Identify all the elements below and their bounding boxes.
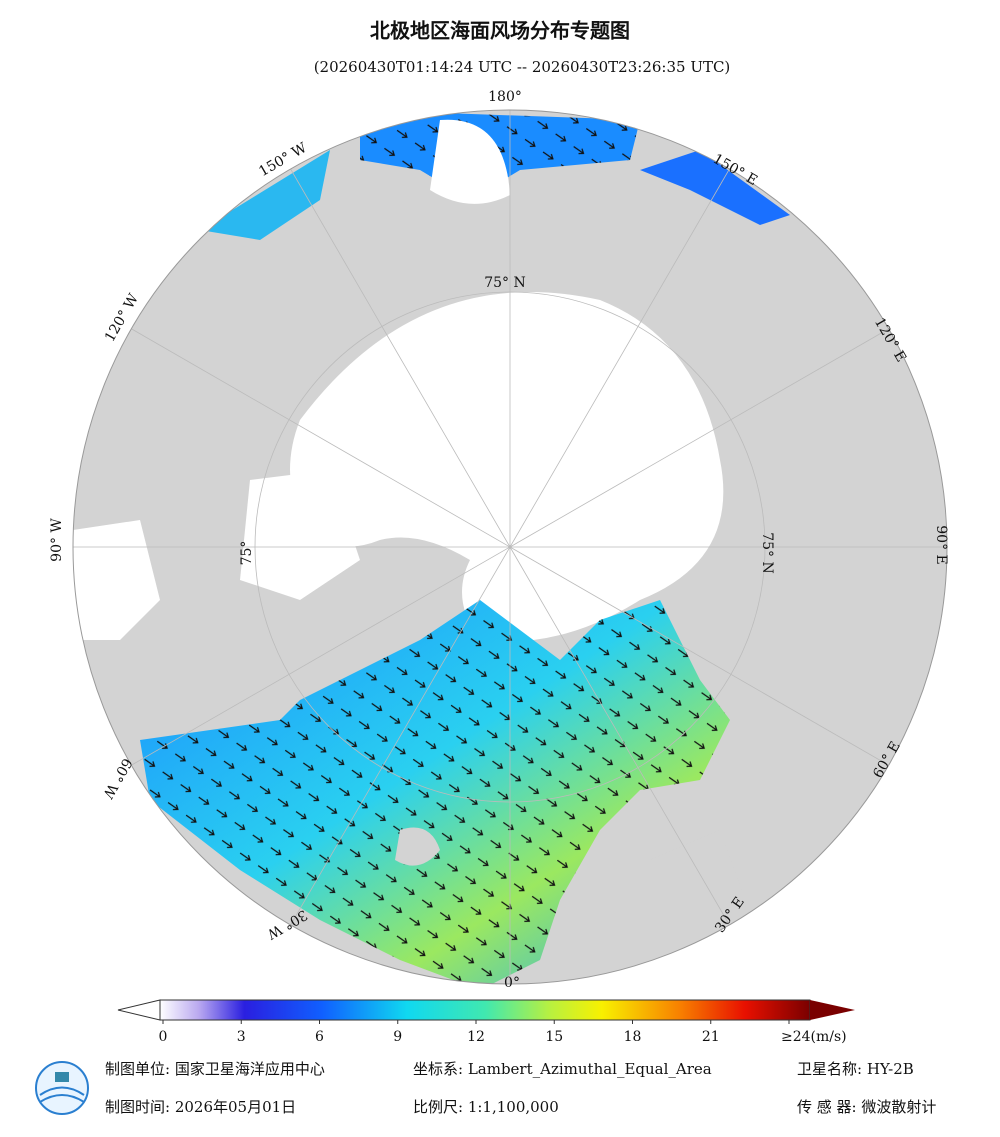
footer-unit: 制图单位: 国家卫星海洋应用中心 [105, 1060, 325, 1078]
footer-time: 制图时间: 2026年05月01日 [105, 1098, 296, 1116]
colorbar-tick-label: 18 [624, 1029, 642, 1045]
colorbar-tick-label: ≥24(m/s) [781, 1029, 847, 1045]
longitude-label: 60° W [99, 755, 135, 801]
map [73, 110, 947, 984]
longitude-label: 90° E [933, 525, 949, 564]
colorbar-tick-label: 3 [237, 1029, 246, 1045]
footer-sensor: 传 感 器: 微波散射计 [797, 1098, 936, 1116]
footer-scale: 比例尺: 1:1,100,000 [413, 1098, 559, 1116]
footer-crs: 坐标系: Lambert_Azimuthal_Equal_Area [413, 1060, 712, 1078]
logo [35, 1061, 89, 1115]
footer-satellite: 卫星名称: HY-2B [797, 1060, 914, 1078]
longitude-label: 0° [504, 975, 520, 991]
colorbar-tick-label: 9 [393, 1029, 402, 1045]
title: 北极地区海面风场分布专题图 [370, 19, 630, 43]
latitude-label: 75° N [759, 532, 775, 574]
colorbar-tick-label: 21 [702, 1029, 720, 1045]
latitude-label: 75° N [484, 275, 526, 291]
longitude-label: 180° [488, 89, 522, 105]
colorbar-tick-label: 6 [315, 1029, 324, 1045]
longitude-label: 90° W [49, 518, 65, 562]
subtitle: (20260430T01:14:24 UTC -- 20260430T23:26… [314, 58, 731, 76]
colorbar-tick-label: 0 [159, 1029, 168, 1045]
latitude-label: 75° [239, 541, 255, 566]
colorbar-tick-label: 12 [467, 1029, 485, 1045]
colorbar: 0 3 6 9 12 15 18 21 ≥24(m/s) [117, 999, 855, 1045]
colorbar-tick-label: 15 [545, 1029, 563, 1045]
